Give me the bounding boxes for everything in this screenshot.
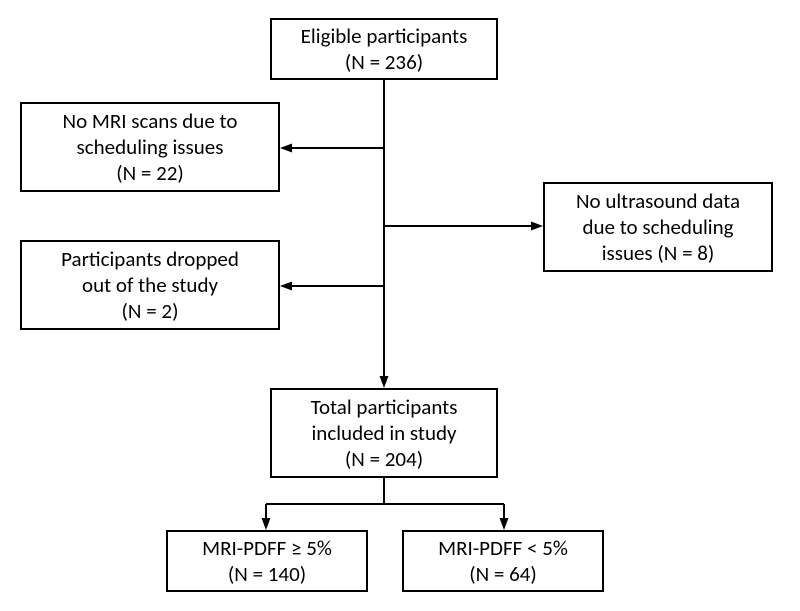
node-dropped-line2: out of the study — [82, 272, 218, 298]
node-pdff-ge5-line2: (N = 140) — [228, 561, 306, 587]
node-pdff-lt5: MRI-PDFF < 5% (N = 64) — [402, 530, 604, 592]
node-dropped-line1: Participants dropped — [61, 246, 239, 272]
node-total-line1: Total participants — [311, 394, 458, 420]
node-no-ultrasound-line1: No ultrasound data — [576, 188, 740, 214]
node-no-mri-line3: (N = 22) — [116, 160, 184, 186]
node-no-ultrasound-line3: issues (N = 8) — [602, 240, 715, 266]
node-eligible-line2: (N = 236) — [345, 49, 423, 75]
node-total-line2: included in study — [311, 420, 456, 446]
node-eligible: Eligible participants (N = 236) — [270, 18, 498, 80]
node-pdff-ge5-line1: MRI-PDFF ≥ 5% — [202, 535, 332, 561]
node-total: Total participants included in study (N … — [270, 388, 498, 478]
node-dropped-line3: (N = 2) — [122, 298, 179, 324]
node-eligible-line1: Eligible participants — [301, 23, 468, 49]
node-pdff-ge5: MRI-PDFF ≥ 5% (N = 140) — [166, 530, 368, 592]
node-no-mri-line1: No MRI scans due to — [63, 108, 238, 134]
node-no-ultrasound: No ultrasound data due to scheduling iss… — [543, 182, 773, 272]
node-no-mri: No MRI scans due to scheduling issues (N… — [20, 102, 280, 192]
node-pdff-lt5-line1: MRI-PDFF < 5% — [438, 535, 568, 561]
node-no-mri-line2: scheduling issues — [77, 134, 224, 160]
node-no-ultrasound-line2: due to scheduling — [582, 214, 733, 240]
node-dropped: Participants dropped out of the study (N… — [20, 240, 280, 330]
node-total-line3: (N = 204) — [345, 446, 423, 472]
node-pdff-lt5-line2: (N = 64) — [469, 561, 537, 587]
